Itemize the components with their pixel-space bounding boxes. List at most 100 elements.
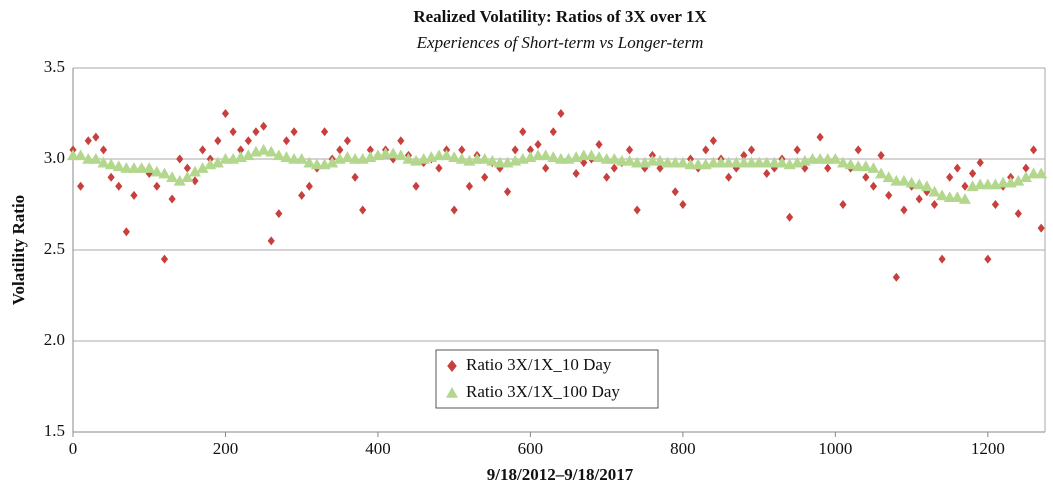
data-point xyxy=(105,158,118,170)
data-point xyxy=(229,127,237,137)
data-point xyxy=(440,149,453,161)
data-point xyxy=(379,147,392,159)
data-point xyxy=(821,153,834,164)
legend-box xyxy=(435,349,659,409)
data-point xyxy=(577,149,590,161)
data-point xyxy=(692,158,705,170)
data-point xyxy=(753,156,766,168)
data-point xyxy=(320,127,329,137)
data-point xyxy=(288,153,301,164)
data-point xyxy=(676,156,689,168)
data-point xyxy=(534,139,542,149)
x-tick-label: 0 xyxy=(69,439,78,458)
x-tick-label: 1200 xyxy=(971,439,1005,458)
data-point xyxy=(572,169,580,179)
data-point xyxy=(265,145,278,157)
y-tick-label: 3.5 xyxy=(44,57,65,76)
data-point xyxy=(595,139,603,149)
data-point xyxy=(547,151,560,162)
data-point xyxy=(397,136,405,146)
x-tick-label: 1000 xyxy=(818,439,852,458)
data-point xyxy=(991,200,1000,209)
data-point xyxy=(554,153,567,164)
data-point xyxy=(709,136,717,146)
data-point xyxy=(267,236,275,246)
data-point xyxy=(92,132,100,142)
data-point xyxy=(242,149,255,161)
data-point xyxy=(745,156,758,168)
data-point xyxy=(211,156,224,168)
data-point xyxy=(252,127,260,137)
data-point xyxy=(503,187,512,197)
data-point xyxy=(958,193,971,204)
data-point xyxy=(760,156,773,168)
data-point xyxy=(997,176,1010,188)
data-point xyxy=(366,145,374,155)
data-point xyxy=(1012,174,1025,186)
data-point xyxy=(465,181,474,191)
data-point xyxy=(153,181,161,191)
data-point xyxy=(188,165,201,177)
data-point xyxy=(913,178,926,190)
data-point xyxy=(737,156,750,168)
data-point xyxy=(633,205,641,215)
data-point xyxy=(122,227,130,237)
data-point xyxy=(432,149,445,161)
data-point xyxy=(127,162,140,173)
data-point xyxy=(580,158,588,168)
data-point xyxy=(394,149,407,161)
data-point xyxy=(877,150,885,160)
data-point xyxy=(702,145,710,155)
data-point xyxy=(631,156,644,168)
data-point xyxy=(298,190,306,200)
data-point xyxy=(310,158,323,170)
data-point xyxy=(402,153,415,164)
data-point xyxy=(867,162,880,173)
data-point xyxy=(150,165,163,177)
data-point xyxy=(221,109,230,118)
data-point xyxy=(387,147,400,159)
x-axis-label: 9/18/2012–9/18/2017 xyxy=(487,465,634,484)
data-point xyxy=(115,181,123,191)
chart-subtitle: Experiences of Short-term vs Longer-term xyxy=(416,33,704,52)
data-point xyxy=(915,194,923,204)
chart-title: Realized Volatility: Ratios of 3X over 1… xyxy=(413,7,707,26)
data-point xyxy=(844,158,857,170)
data-point xyxy=(303,156,316,168)
data-point xyxy=(199,145,207,155)
data-point xyxy=(775,156,788,168)
data-point xyxy=(836,156,849,168)
data-point xyxy=(135,162,148,173)
data-point xyxy=(67,149,79,161)
data-point xyxy=(130,190,138,200)
data-point xyxy=(336,145,344,155)
data-point xyxy=(511,145,519,155)
data-point xyxy=(897,174,910,186)
y-tick-label: 2.0 xyxy=(44,330,65,349)
y-tick-label: 2.5 xyxy=(44,239,65,258)
data-point xyxy=(295,153,308,164)
data-point xyxy=(740,150,748,160)
data-point xyxy=(875,167,888,179)
data-point xyxy=(905,176,918,188)
data-point xyxy=(646,154,659,166)
data-point xyxy=(961,181,969,191)
data-point xyxy=(99,145,108,155)
data-point xyxy=(526,145,535,155)
data-point xyxy=(272,149,285,161)
data-point xyxy=(852,160,865,172)
data-point xyxy=(493,156,506,168)
data-point xyxy=(166,171,179,182)
data-point xyxy=(976,158,984,168)
data-point xyxy=(183,163,191,173)
data-point xyxy=(275,209,283,219)
data-point xyxy=(890,174,903,186)
data-point xyxy=(305,181,313,191)
data-point xyxy=(763,169,771,179)
data-point xyxy=(679,200,687,209)
data-point xyxy=(859,160,872,172)
data-point xyxy=(862,172,870,182)
data-point xyxy=(953,163,961,173)
data-point xyxy=(259,121,268,131)
data-point xyxy=(930,200,939,209)
